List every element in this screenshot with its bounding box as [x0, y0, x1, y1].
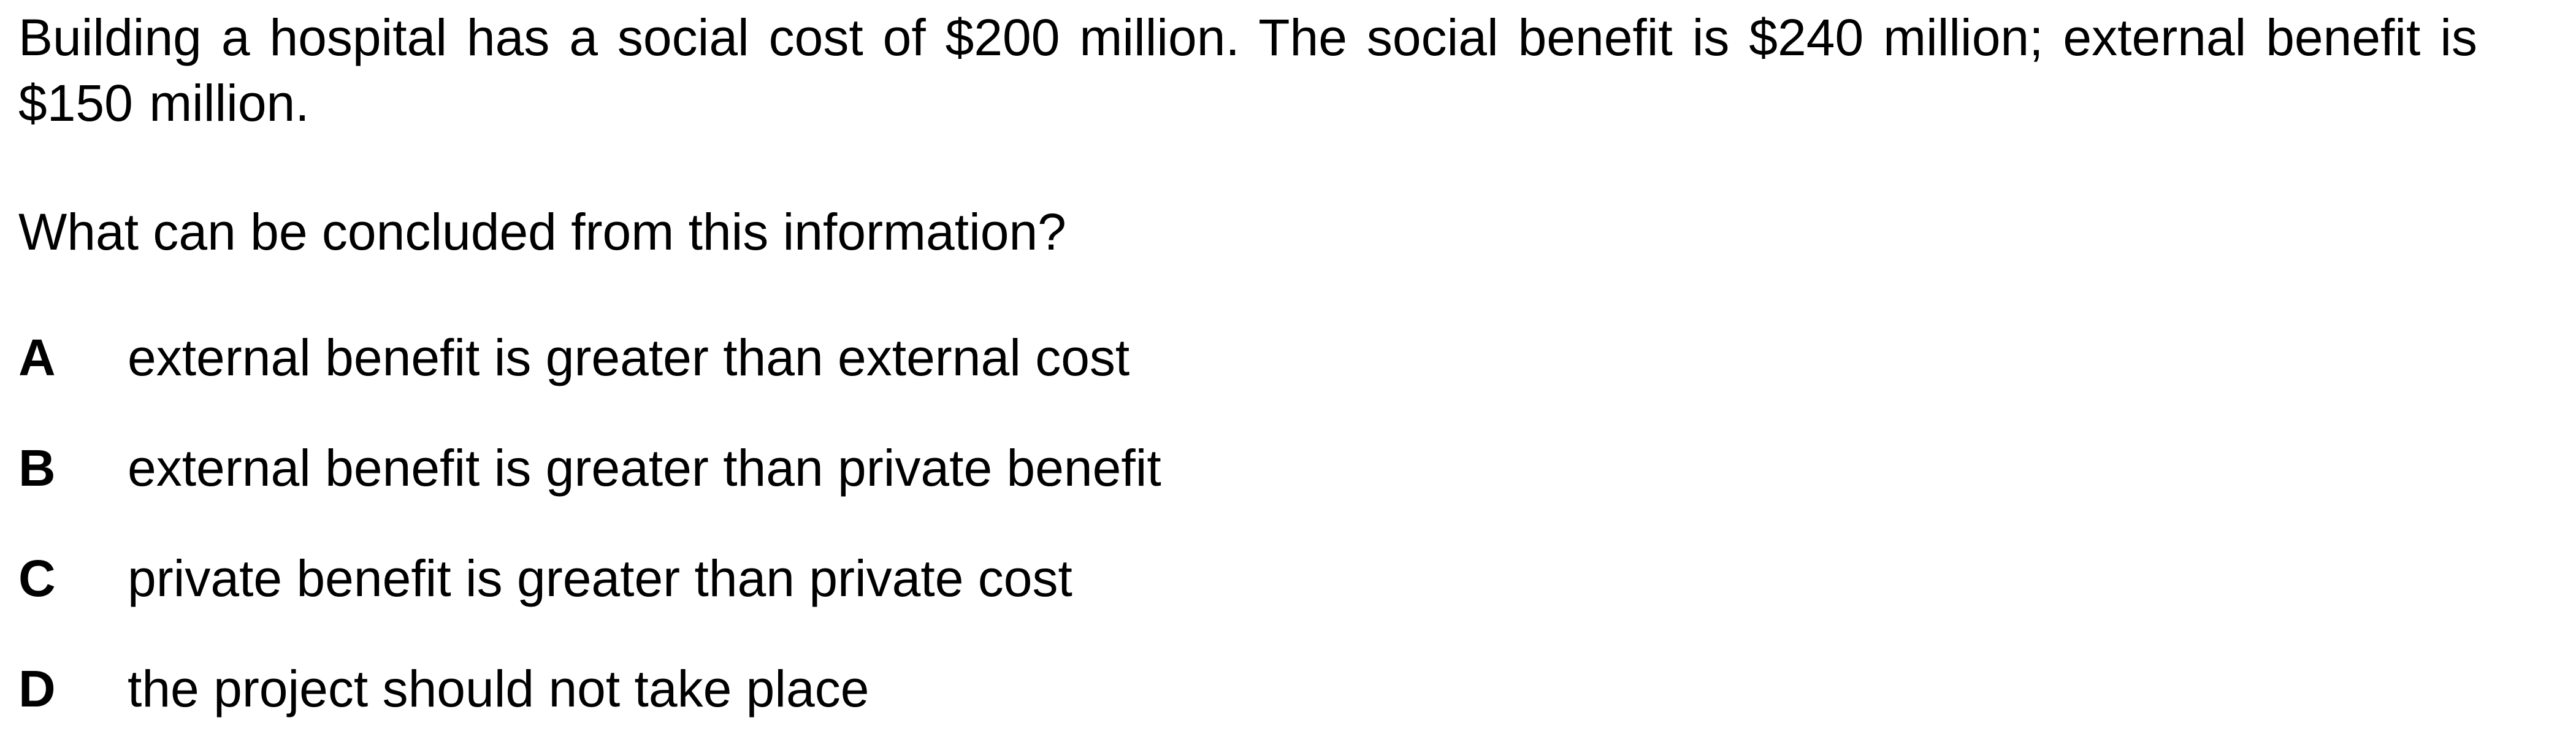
- option-text: private benefit is greater than private …: [128, 549, 1072, 607]
- question-stem: Building a hospital has a social cost of…: [18, 9, 2477, 132]
- answer-options: A external benefit is greater than exter…: [18, 0, 2532, 739]
- option-letter: C: [18, 549, 56, 607]
- option-text: external benefit is greater than externa…: [128, 329, 1130, 386]
- answer-option-a[interactable]: A external benefit is greater than exter…: [18, 325, 2532, 391]
- answer-option-c[interactable]: C private benefit is greater than privat…: [18, 546, 2532, 611]
- question-document: Building a hospital has a social cost of…: [18, 0, 2569, 739]
- answer-option-b[interactable]: B external benefit is greater than priva…: [18, 435, 2532, 501]
- answer-option-d[interactable]: D the project should not take place: [18, 656, 2532, 722]
- option-letter: D: [18, 660, 56, 718]
- option-text: external benefit is greater than private…: [128, 439, 1161, 497]
- option-letter: B: [18, 439, 56, 497]
- option-text: the project should not take place: [128, 660, 869, 718]
- option-letter: A: [18, 329, 56, 386]
- question-prompt: What can be concluded from this informat…: [18, 203, 1066, 261]
